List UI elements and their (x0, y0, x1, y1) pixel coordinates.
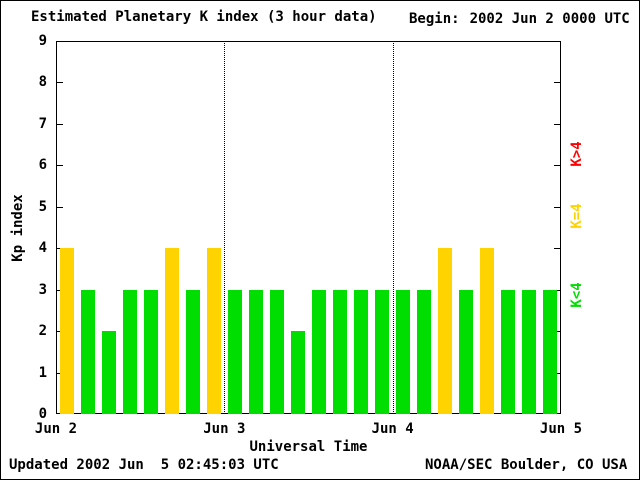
y-tick-mark (554, 206, 560, 208)
kp-bar (522, 289, 537, 414)
day-boundary-line (224, 41, 226, 414)
day-boundary-line (392, 41, 394, 414)
kp-bar (101, 331, 116, 414)
y-tick-label: 9 (38, 33, 47, 49)
y-tick-mark (57, 206, 63, 208)
y-tick-mark (554, 82, 560, 84)
y-tick-mark (57, 82, 63, 84)
kp-bar (59, 248, 74, 414)
legend-label: K=4 (569, 203, 585, 229)
y-tick-label: 2 (38, 323, 47, 340)
y-tick-mark (554, 123, 560, 125)
x-tick-label: Jun 2 (34, 421, 78, 437)
legend-label: K<4 (569, 282, 585, 308)
y-tick-label: 5 (38, 198, 47, 215)
y-tick-label: 8 (38, 74, 47, 91)
y-tick-label: 0 (38, 406, 47, 422)
y-tick-mark (57, 165, 63, 167)
kp-bar (375, 289, 390, 414)
y-tick-mark (554, 165, 560, 167)
kp-bar (312, 289, 327, 414)
y-tick-label: 3 (38, 281, 47, 298)
kp-bar (185, 289, 200, 414)
y-tick-label: 7 (38, 115, 47, 132)
updated-timestamp: Updated 2002 Jun 5 02:45:03 UTC (9, 457, 279, 473)
kp-bar (227, 289, 242, 414)
credit-text: NOAA/SEC Boulder, CO USA (425, 457, 628, 473)
begin-value: 2002 Jun 2 0000 UTC (469, 11, 630, 27)
begin-time: Begin: 2002 Jun 2 0000 UTC (409, 11, 630, 27)
y-tick-mark (554, 248, 560, 250)
kp-bar (248, 289, 263, 414)
kp-bar (80, 289, 95, 414)
kp-bar (417, 289, 432, 414)
y-tick-label: 1 (38, 364, 47, 381)
kp-bar (354, 289, 369, 414)
kp-bar (143, 289, 158, 414)
kp-bar (438, 248, 453, 414)
kp-bar (164, 248, 179, 414)
kp-bar (480, 248, 495, 414)
x-tick-label: Jun 5 (539, 421, 583, 437)
y-tick-label: 6 (38, 157, 47, 174)
kp-bar (543, 289, 558, 414)
chart-title: Estimated Planetary K index (3 hour data… (31, 9, 377, 25)
kp-bar (206, 248, 221, 414)
y-tick-label: 4 (38, 240, 47, 257)
kp-bar (333, 289, 348, 414)
legend-label: K>4 (569, 141, 585, 167)
kp-bar (501, 289, 516, 414)
begin-label: Begin: (409, 11, 460, 27)
x-tick-label: Jun 4 (371, 421, 414, 437)
kp-bar (290, 331, 305, 414)
plot-area (56, 41, 561, 414)
y-tick-mark (57, 123, 63, 125)
kp-bar (269, 289, 284, 414)
kp-bar (122, 289, 137, 414)
x-axis-title: Universal Time (249, 439, 368, 455)
x-tick-label: Jun 3 (203, 421, 246, 437)
kp-bar (459, 289, 474, 414)
kp-bar (396, 289, 411, 414)
